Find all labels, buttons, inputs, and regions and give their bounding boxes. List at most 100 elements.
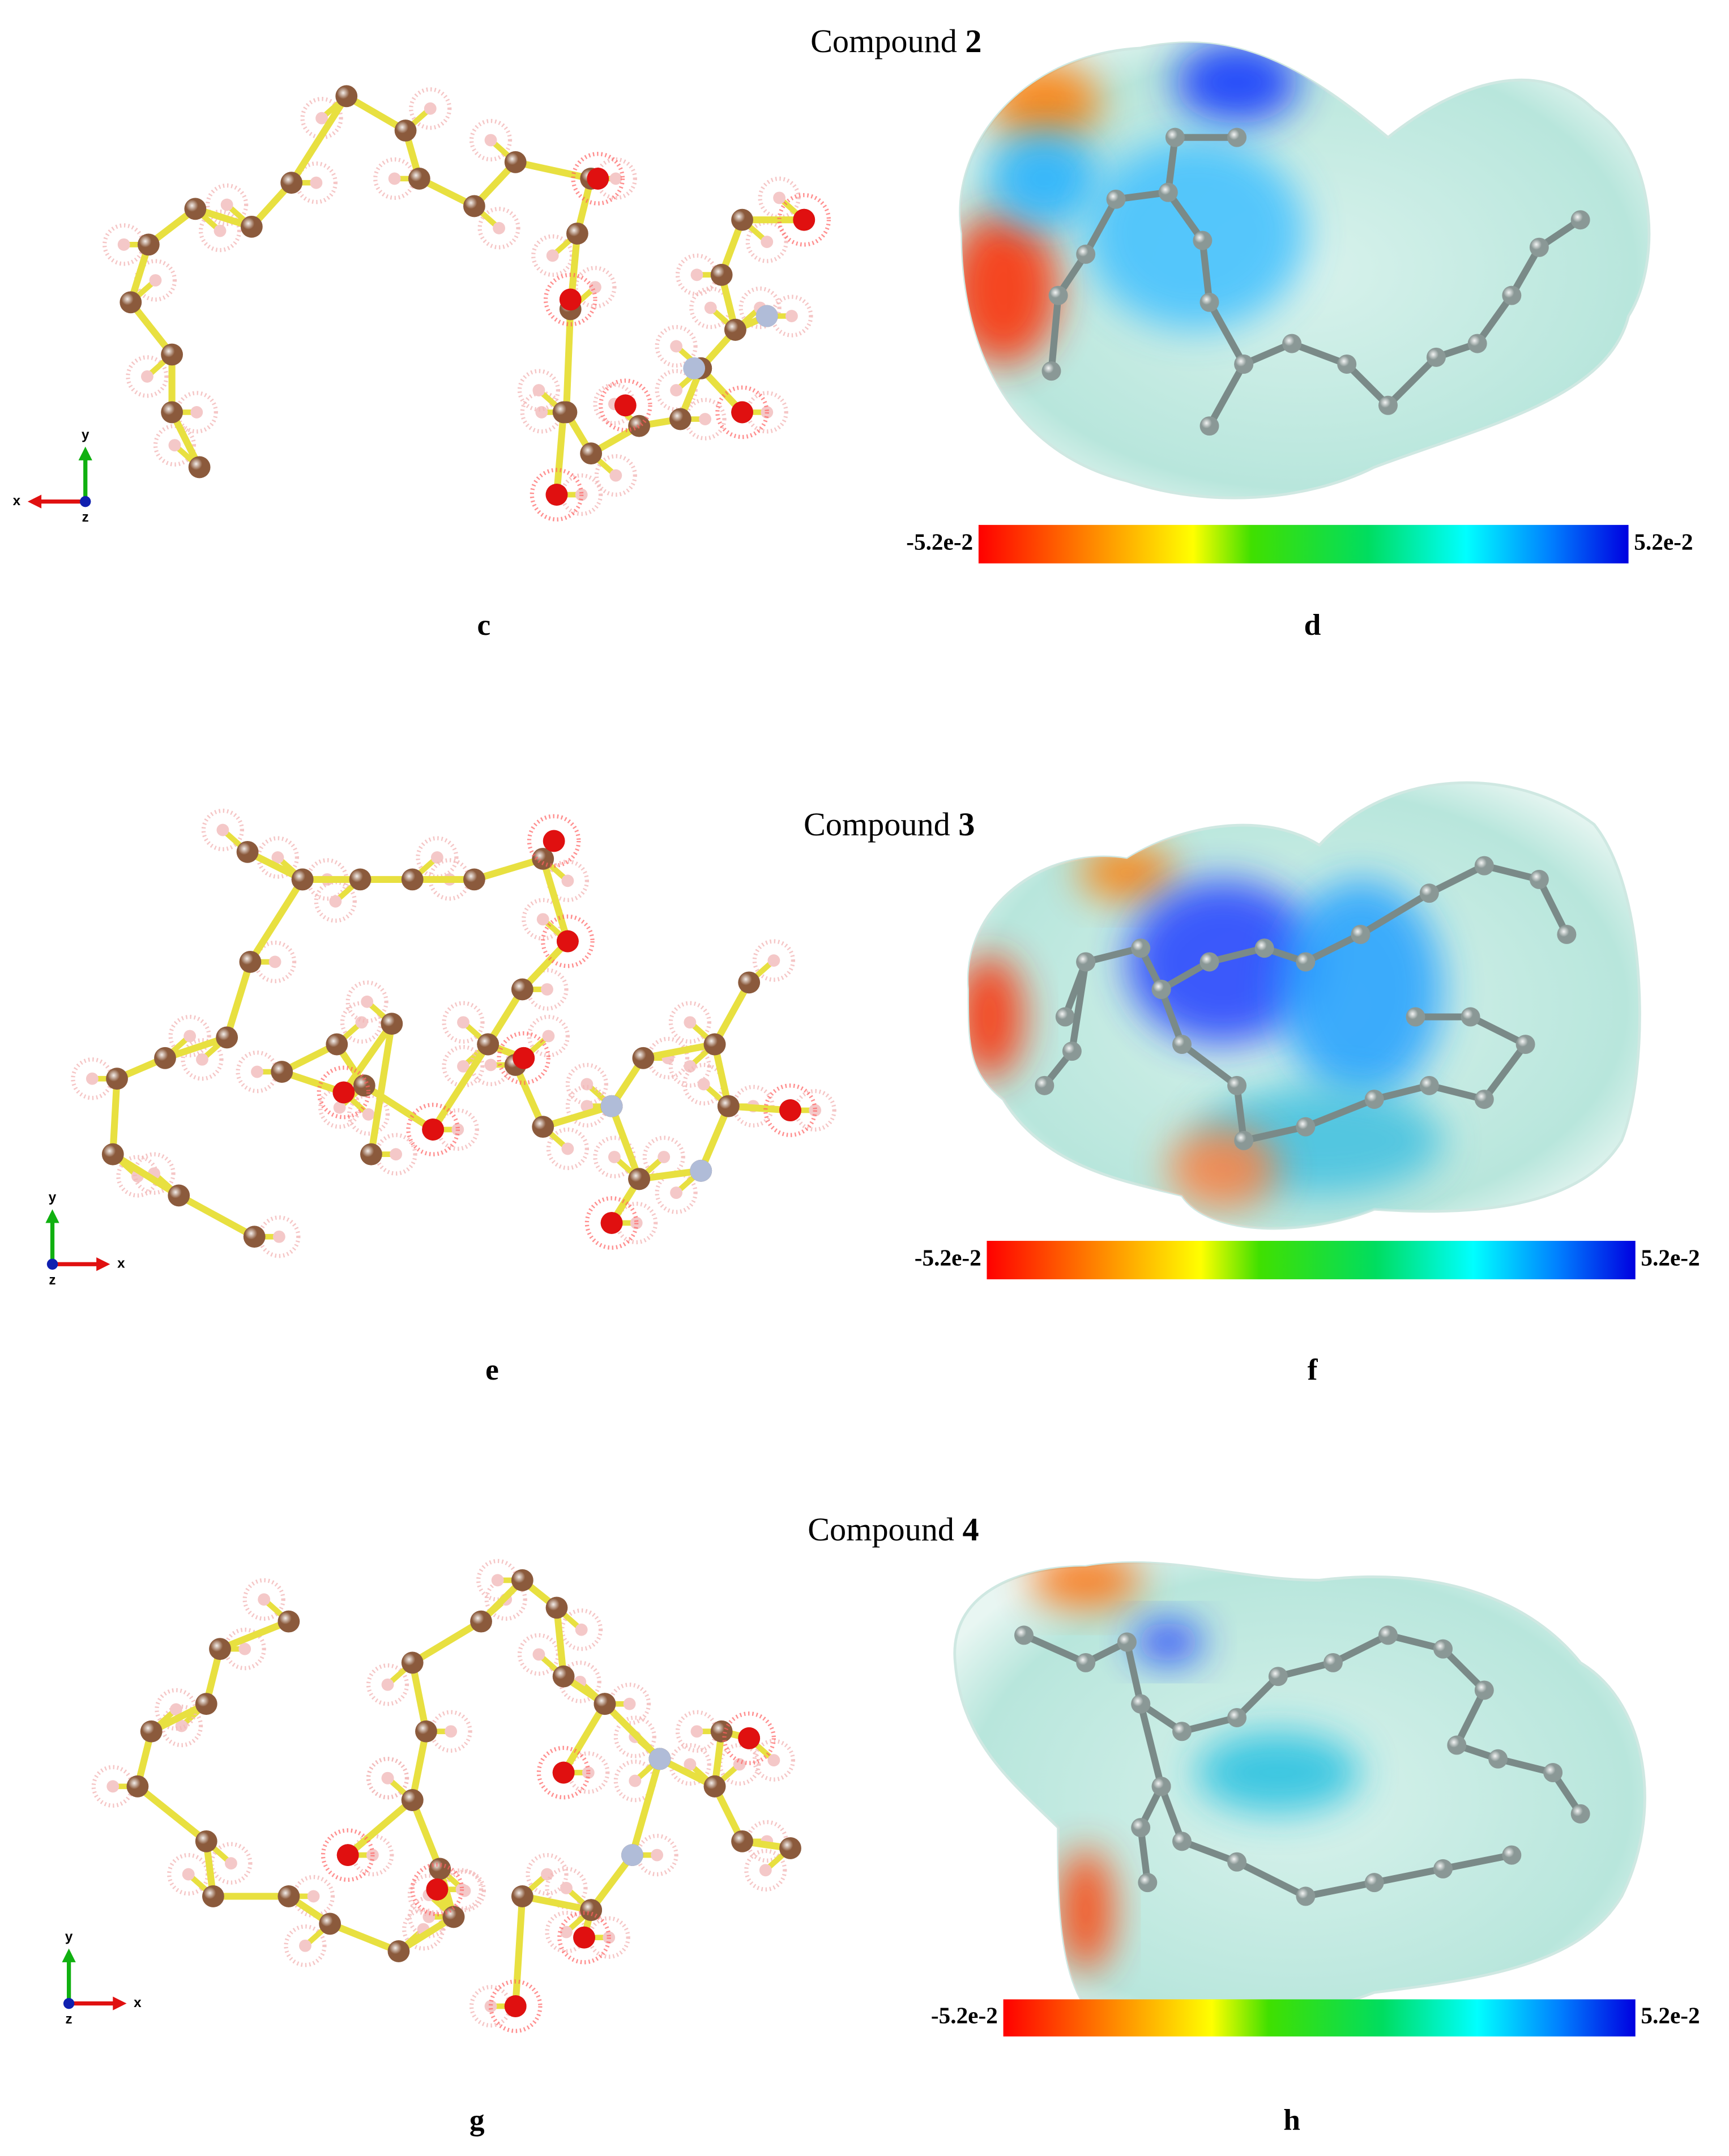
o-atom <box>731 401 753 424</box>
o-atom <box>513 1047 535 1069</box>
o-atom <box>426 1878 449 1901</box>
h-atom <box>168 439 181 452</box>
atom-shine <box>1117 1632 1137 1652</box>
h-halo <box>256 836 300 879</box>
atom-shine <box>161 401 183 424</box>
h-atom <box>767 954 780 967</box>
atom-shine <box>401 868 424 891</box>
atom-shine <box>271 1061 293 1083</box>
atom-shine <box>1165 127 1185 147</box>
atom-shine <box>401 1789 424 1811</box>
row: Compound 3 x y z -5.2e-2 5.2e-2 e f <box>45 781 1700 1386</box>
h-atom <box>390 1148 403 1161</box>
esp-region <box>968 955 1024 1079</box>
atom-shine <box>1282 334 1302 353</box>
atom-shine <box>1488 1749 1508 1769</box>
o-halo <box>317 1065 371 1120</box>
h-atom <box>761 236 774 248</box>
h-atom <box>190 405 203 419</box>
h-halo <box>440 1868 484 1911</box>
o-halo <box>777 193 831 247</box>
h-halo <box>284 1924 327 1967</box>
atom-shine <box>731 208 753 231</box>
h-halo <box>294 161 338 204</box>
atom-shine <box>291 868 314 891</box>
atom-shine <box>1151 1777 1171 1796</box>
esp-region <box>1196 1731 1361 1814</box>
h-halo <box>531 234 574 277</box>
o-atom <box>543 830 565 852</box>
h-atom <box>560 1926 573 1939</box>
h-halo <box>745 391 788 434</box>
atom-shine <box>1378 395 1398 415</box>
h-atom <box>767 1754 780 1767</box>
colorbar <box>1003 1999 1636 2037</box>
h-atom <box>690 268 703 281</box>
h-atom <box>424 102 437 115</box>
h-atom <box>542 1030 555 1043</box>
o-halo <box>536 1745 591 1800</box>
atom-shine <box>470 1610 492 1633</box>
atom-shine <box>504 151 527 173</box>
o-atom <box>332 1081 355 1104</box>
panel-label: d <box>1304 608 1321 642</box>
h-halo <box>126 355 169 398</box>
atom-shine <box>408 168 430 190</box>
h-atom <box>457 1016 469 1029</box>
h-halo <box>546 1127 590 1171</box>
title-number: 3 <box>958 806 975 843</box>
h-halo <box>181 1038 224 1081</box>
panels: Compound 2 x y z -5.2e-2 5.2e-2 c d Compound 3 x y… <box>13 23 1700 2137</box>
atom-shine <box>1199 952 1219 972</box>
atom-shine <box>137 233 160 256</box>
h-halo <box>560 473 603 516</box>
h-halo <box>517 369 561 412</box>
h-halo <box>347 1093 390 1136</box>
atom-shine <box>1433 1859 1453 1879</box>
h-atom <box>575 1623 588 1636</box>
atom-shine <box>580 442 603 465</box>
molecule-model: x y z <box>45 808 836 1288</box>
h-halo <box>567 1751 610 1794</box>
h-atom <box>216 823 229 836</box>
atom-shine <box>195 1693 217 1715</box>
atom-shine <box>1419 1075 1439 1095</box>
bond <box>127 92 804 469</box>
h-halo <box>340 1001 383 1044</box>
h-halo <box>668 1743 711 1786</box>
h-halo <box>469 118 513 162</box>
h-atom <box>182 1868 195 1881</box>
atom-shine <box>335 85 358 108</box>
h-halo <box>314 880 357 923</box>
atom-shine <box>429 1858 451 1880</box>
o-atom <box>573 1926 595 1949</box>
h-atom <box>333 1101 346 1114</box>
h-atom <box>430 851 443 864</box>
panel-label: h <box>1283 2103 1300 2137</box>
h-halo <box>175 391 218 434</box>
atom-shine <box>1570 210 1590 230</box>
h-atom <box>629 1774 642 1787</box>
atom-shine <box>717 1095 740 1117</box>
h-atom <box>484 2000 497 2013</box>
atom-shine <box>209 1638 231 1660</box>
h-atom <box>388 172 401 185</box>
h-atom <box>258 1593 271 1606</box>
h-atom <box>362 1108 375 1121</box>
atom-shine <box>106 1068 128 1090</box>
h-atom <box>532 1648 545 1661</box>
h-atom <box>670 340 683 353</box>
h-atom <box>493 221 505 234</box>
h-halo <box>134 259 177 302</box>
atom-shine <box>1131 1694 1151 1714</box>
atom-shine <box>1193 230 1213 250</box>
h-halo <box>574 266 617 309</box>
panel-label: c <box>477 608 491 642</box>
colorbar <box>987 1241 1636 1279</box>
h-halo <box>242 1578 285 1621</box>
atom-shine <box>511 1885 533 1907</box>
h-halo <box>655 1171 698 1214</box>
atom-shine <box>1172 1831 1192 1851</box>
esp-region <box>1168 1126 1278 1210</box>
atom-shine <box>669 408 691 430</box>
